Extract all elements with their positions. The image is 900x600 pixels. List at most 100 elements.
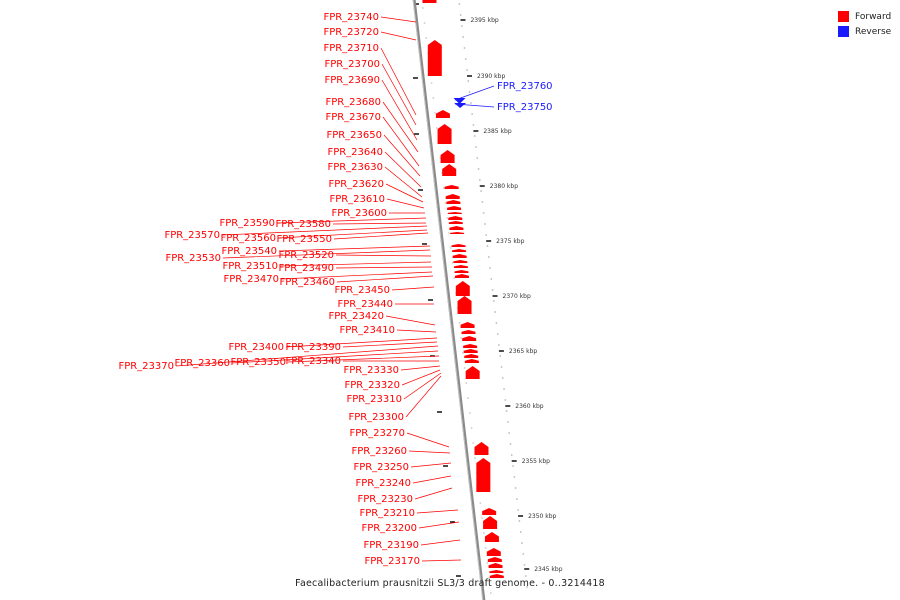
forward-gene-arrow xyxy=(440,150,455,163)
label-leader-line xyxy=(335,266,433,269)
label-leader-line xyxy=(386,198,425,209)
legend-item-forward: Forward xyxy=(838,9,891,24)
label-leader-line xyxy=(414,487,453,500)
forward-gene-arrow xyxy=(453,260,468,263)
gene-label: FPR_23580 xyxy=(275,219,331,230)
scale-tick-label: 2390 kbp xyxy=(477,73,505,80)
legend-label-forward: Forward xyxy=(855,11,892,22)
forward-swatch xyxy=(838,11,849,22)
forward-gene-arrow xyxy=(483,516,498,529)
label-leader-line xyxy=(277,229,428,239)
label-leader-line xyxy=(231,350,439,364)
gene-label: FPR_23420 xyxy=(328,311,384,322)
label-leader-line xyxy=(285,337,438,348)
forward-gene-arrow xyxy=(437,124,452,144)
forward-gene-arrow xyxy=(463,344,478,348)
genome-backbone-highlight xyxy=(412,0,484,600)
forward-gene-arrow xyxy=(474,442,489,455)
gene-label: FPR_23460 xyxy=(279,277,335,288)
gene-label: FPR_23400 xyxy=(228,342,284,353)
gene-label: FPR_23760 xyxy=(497,81,553,92)
label-leader-line xyxy=(412,475,452,484)
gene-label: FPR_23540 xyxy=(221,246,277,257)
gene-label: FPR_23490 xyxy=(278,263,334,274)
label-leader-line xyxy=(342,341,438,348)
label-leader-line xyxy=(287,355,440,363)
gene-label: FPR_23300 xyxy=(348,412,404,423)
forward-gene-arrow xyxy=(445,194,460,199)
gene-label: FPR_23370 xyxy=(118,361,174,372)
label-leader-lines xyxy=(175,16,495,562)
label-leader-line xyxy=(396,329,437,333)
label-leader-line xyxy=(391,286,435,291)
scale-tick-label: 2380 kbp xyxy=(490,183,518,190)
forward-gene-arrow xyxy=(447,206,462,210)
gene-label: FPR_23450 xyxy=(334,285,390,296)
forward-gene-arrow xyxy=(447,212,462,214)
scale-ticks: 2395 kbp 2390 kbp 2385 kbp 2380 kbp 2375 kbp… xyxy=(413,3,563,594)
gene-labels: FPR_23760 FPR_23750 FPR_23740 FPR_23720 FPR_… xyxy=(118,12,552,567)
label-leader-line xyxy=(416,509,459,514)
scale-tick-label: 2350 kbp xyxy=(528,513,556,520)
gene-label: FPR_23330 xyxy=(343,365,399,376)
forward-gene-arrow xyxy=(454,270,469,273)
gene-label: FPR_23680 xyxy=(325,97,381,108)
scale-tick-label: 2360 kbp xyxy=(515,403,543,410)
gene-label: FPR_23590 xyxy=(219,218,275,229)
forward-gene-arrow xyxy=(486,548,501,556)
gene-label: FPR_23230 xyxy=(357,494,413,505)
gene-label: FPR_23170 xyxy=(364,556,420,567)
gene-label: FPR_23530 xyxy=(165,253,221,264)
label-leader-line xyxy=(381,79,418,141)
forward-gene-arrow xyxy=(460,322,475,328)
gene-label: FPR_23310 xyxy=(346,394,402,405)
forward-gene-arrow xyxy=(487,557,502,562)
label-leader-line xyxy=(384,166,423,198)
legend-item-reverse: Reverse xyxy=(838,24,891,39)
scale-tick-label: 2370 kbp xyxy=(503,293,531,300)
label-leader-line xyxy=(385,183,424,203)
gene-label: FPR_23670 xyxy=(325,112,381,123)
label-leader-line xyxy=(276,217,427,224)
gene-label: FPR_23600 xyxy=(331,208,387,219)
scale-tick-label: 2355 kbp xyxy=(522,458,550,465)
label-leader-line xyxy=(280,271,433,280)
forward-gene-arrow xyxy=(454,274,469,278)
gene-label: FPR_23710 xyxy=(323,43,379,54)
label-leader-line xyxy=(333,232,429,240)
gene-label: FPR_23560 xyxy=(220,233,276,244)
gene-label: FPR_23320 xyxy=(344,380,400,391)
gene-label: FPR_23350 xyxy=(230,357,286,368)
label-leader-line xyxy=(408,450,451,454)
gene-label: FPR_23620 xyxy=(328,179,384,190)
label-leader-line xyxy=(421,559,462,562)
forward-gene-arrow xyxy=(476,458,491,492)
forward-gene-arrow xyxy=(435,110,450,118)
gene-label: FPR_23340 xyxy=(285,356,341,367)
label-leader-line xyxy=(384,151,422,188)
label-leader-line xyxy=(278,245,431,252)
forward-gene-arrow xyxy=(484,532,499,542)
reverse-gene-arrow xyxy=(454,103,467,108)
label-leader-line xyxy=(382,116,420,167)
gene-label: FPR_23510 xyxy=(222,261,278,272)
forward-gene-arrow xyxy=(488,563,503,568)
label-leader-line xyxy=(405,375,442,418)
gene-label: FPR_23210 xyxy=(359,508,415,519)
forward-gene-arrow xyxy=(449,226,464,230)
forward-gene-arrow xyxy=(422,0,437,3)
forward-gene-arrow xyxy=(450,232,465,234)
scale-tick-label: 2375 kbp xyxy=(496,238,524,245)
genome-caption: Faecalibacterium prausnitzii SL3/3 draft… xyxy=(295,578,605,589)
label-leader-line xyxy=(380,16,417,23)
label-leader-line xyxy=(175,345,439,367)
gene-label: FPR_23690 xyxy=(324,75,380,86)
label-leader-line xyxy=(221,225,428,236)
gene-label: FPR_23650 xyxy=(326,130,382,141)
scale-tick-label: 2395 kbp xyxy=(470,17,498,24)
label-leader-line xyxy=(403,372,442,400)
gene-label: FPR_23520 xyxy=(278,250,334,261)
reverse-swatch xyxy=(838,26,849,37)
label-leader-line xyxy=(380,47,417,116)
